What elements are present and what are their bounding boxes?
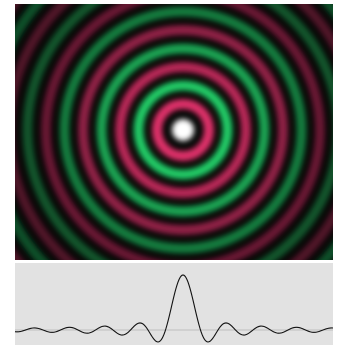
- red-ring: [78, 25, 288, 235]
- green-ring: [59, 6, 307, 254]
- profile-panel: [15, 263, 333, 345]
- red-ring: [41, 4, 325, 260]
- green-ring: [22, 4, 333, 260]
- green-ring: [96, 43, 270, 217]
- profile-curve: [14, 274, 334, 343]
- center-spot: [172, 119, 194, 141]
- green-ring: [133, 80, 233, 180]
- red-ring: [115, 62, 251, 198]
- red-ring: [152, 99, 214, 161]
